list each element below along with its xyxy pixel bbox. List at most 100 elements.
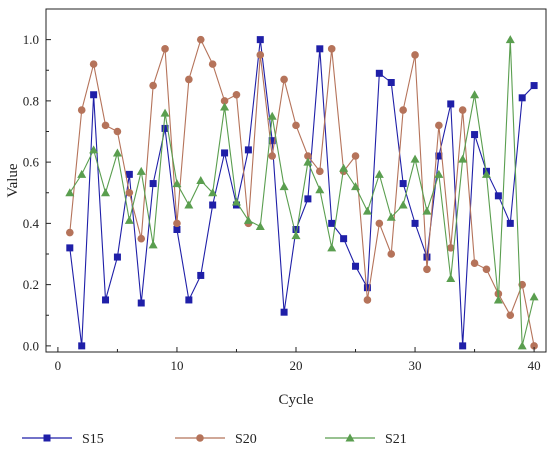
data-point-s21 [446, 274, 456, 282]
data-point-s15 [197, 271, 205, 279]
data-point-s21 [505, 35, 515, 44]
data-point-s15 [459, 342, 467, 350]
legend-marker-s20 [196, 434, 204, 442]
data-point-s21 [208, 188, 218, 197]
data-point-s21 [422, 206, 432, 215]
data-point-s20 [530, 342, 538, 350]
data-point-s20 [220, 97, 229, 105]
data-point-s21 [196, 176, 206, 184]
plot-area [65, 35, 539, 350]
data-point-s20 [89, 60, 98, 68]
series-s15 [66, 36, 538, 350]
data-point-s15 [173, 226, 181, 233]
legend-marker-s15 [43, 434, 51, 442]
legend-label-s20: S20 [235, 432, 257, 447]
data-point-s20 [316, 167, 324, 176]
data-point-s20 [137, 234, 146, 243]
y-tick-label: 0.2 [23, 277, 39, 292]
legend: S15 S20 S21 [22, 432, 407, 447]
data-point-s20 [399, 106, 407, 114]
data-point-s15 [66, 244, 74, 252]
data-point-s15 [471, 131, 479, 139]
x-tick-label: 40 [528, 358, 541, 373]
y-tick-label: 0.4 [23, 216, 40, 231]
data-point-s15 [256, 36, 264, 44]
data-point-s15 [161, 124, 169, 132]
data-point-s15 [149, 180, 157, 188]
data-point-s15 [304, 195, 312, 203]
data-point-s21 [267, 111, 277, 120]
data-point-s21 [493, 295, 503, 304]
y-axis-title: Value [5, 163, 21, 197]
data-point-s21 [160, 108, 170, 117]
data-point-s15 [435, 152, 443, 160]
data-point-s21 [89, 145, 99, 154]
data-point-s15 [221, 149, 229, 157]
data-point-s21 [101, 188, 111, 197]
data-point-s21 [327, 243, 337, 252]
series-line-s21 [69, 39, 535, 347]
data-point-s21 [351, 182, 361, 191]
data-point-s21 [136, 166, 146, 175]
data-point-s20 [173, 219, 181, 228]
data-point-s21 [184, 200, 194, 209]
data-point-s20 [435, 121, 443, 130]
data-point-s20 [327, 45, 336, 53]
data-point-s21 [517, 341, 527, 350]
plot-frame [45, 8, 547, 353]
data-point-s20 [256, 51, 265, 59]
data-point-s15 [209, 201, 217, 209]
data-point-s21 [529, 292, 539, 301]
data-point-s15 [125, 170, 133, 178]
data-point-s15 [494, 192, 502, 200]
x-axis-title: Cycle [279, 392, 314, 408]
x-tick-label: 20 [290, 358, 303, 373]
data-point-s20 [470, 259, 479, 267]
data-point-s20 [280, 75, 288, 84]
data-point-s15 [78, 342, 86, 350]
data-point-s15 [423, 253, 431, 261]
data-point-s21 [481, 169, 491, 178]
y-tick-label: 0.0 [23, 338, 39, 353]
data-point-s20 [446, 244, 455, 252]
data-point-s20 [482, 265, 491, 274]
data-point-s15 [363, 284, 371, 292]
data-point-s21 [398, 200, 408, 209]
data-point-s15 [292, 226, 300, 233]
data-point-s21 [434, 169, 444, 178]
data-point-s20 [268, 152, 276, 160]
series-line-s20 [69, 38, 535, 346]
y-tick-label: 0.8 [23, 93, 39, 108]
data-point-s20 [292, 121, 300, 130]
series-s20 [66, 35, 538, 350]
data-point-s21 [291, 231, 301, 240]
data-point-s15 [340, 235, 348, 243]
x-tick-label: 0 [55, 358, 62, 373]
data-point-s21 [386, 212, 396, 221]
data-point-s15 [316, 45, 324, 53]
data-point-s20 [304, 152, 312, 160]
series-line-s15 [69, 39, 535, 346]
y-tick-label: 1.0 [23, 32, 39, 47]
data-point-s20 [375, 219, 384, 228]
data-point-s15 [268, 137, 276, 145]
data-point-s15 [447, 100, 455, 108]
data-point-s15 [411, 219, 419, 227]
legend-item-s21: S21 [325, 432, 407, 447]
data-point-s20 [232, 90, 241, 99]
data-point-s15 [328, 219, 336, 227]
data-point-s20 [423, 265, 431, 274]
data-point-s21 [470, 90, 480, 99]
legend-label-s21: S21 [385, 432, 407, 447]
legend-marker-s21 [345, 433, 355, 442]
data-point-s21 [220, 102, 230, 111]
y-tick-label: 0.6 [23, 155, 40, 170]
data-point-s20 [66, 228, 74, 237]
data-point-s21 [255, 221, 265, 230]
data-point-s21 [362, 206, 372, 215]
data-point-s15 [244, 146, 252, 154]
data-point-s21 [65, 188, 75, 197]
data-point-s20 [208, 60, 217, 68]
data-point-s21 [303, 157, 313, 166]
